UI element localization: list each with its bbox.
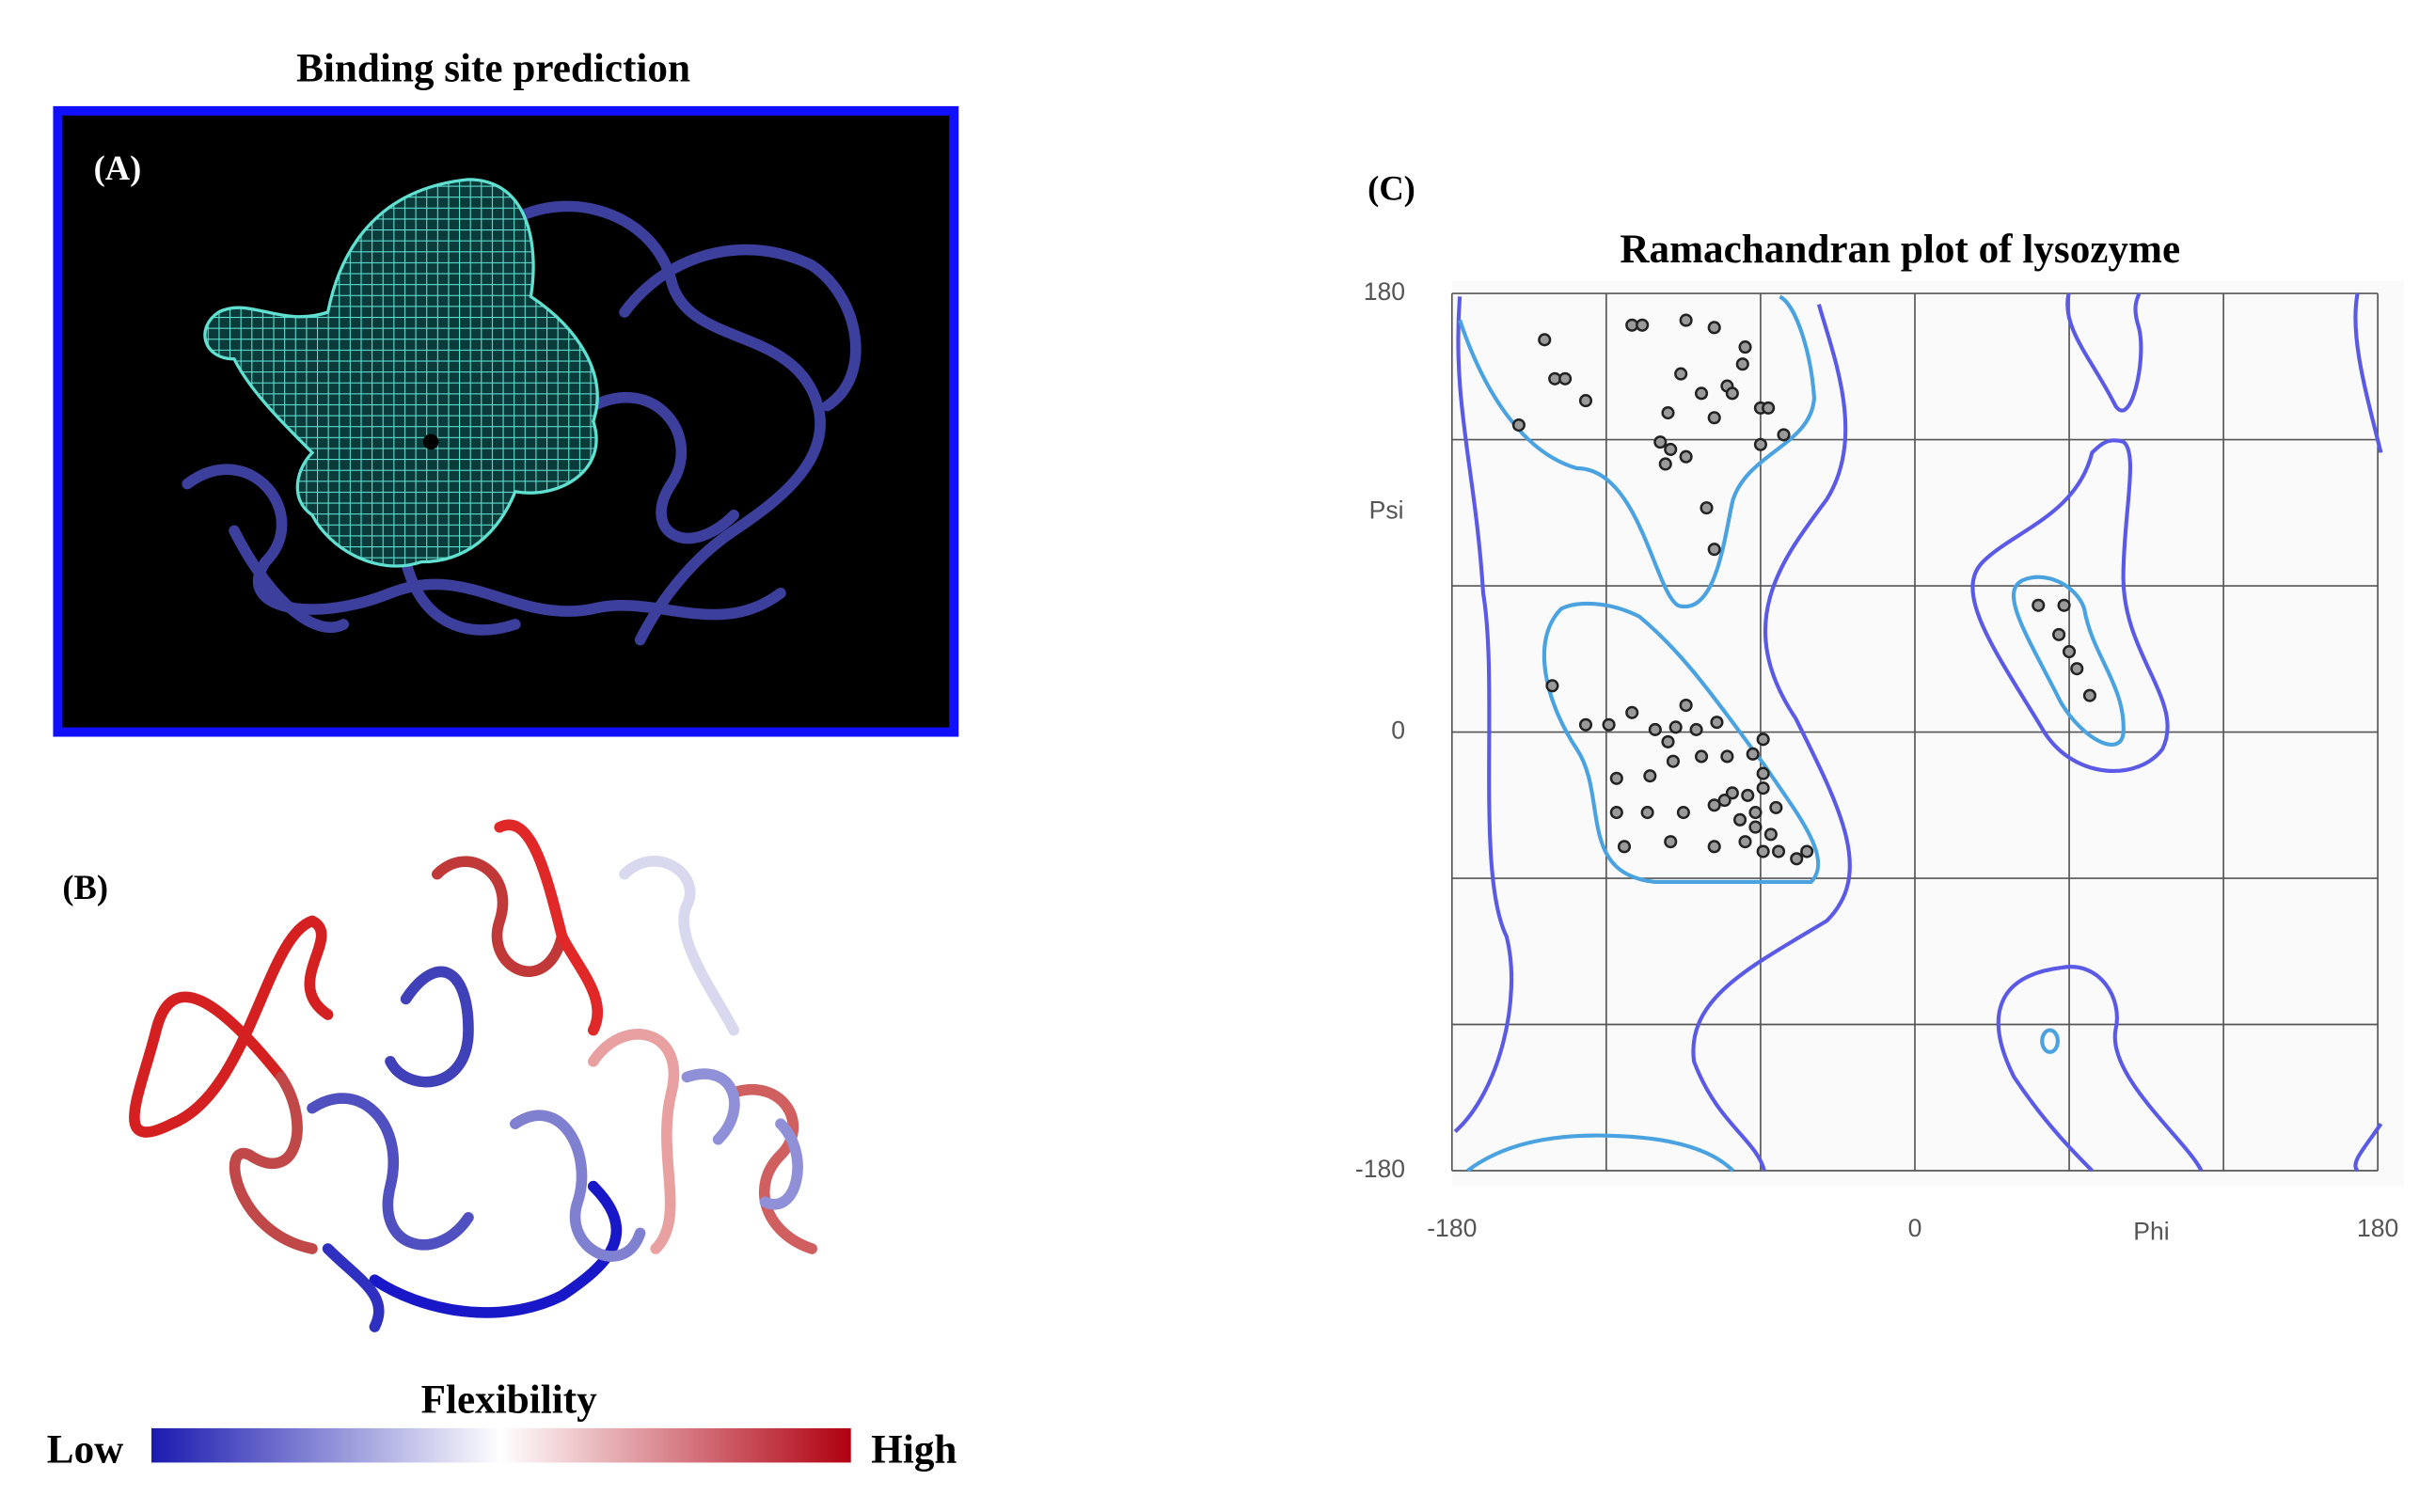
point	[1720, 749, 1734, 764]
point	[1756, 781, 1770, 795]
point	[1676, 806, 1690, 820]
point	[2062, 644, 2077, 659]
point	[1602, 717, 1616, 732]
point	[1746, 747, 1760, 761]
point	[1643, 769, 1657, 783]
binding-site-mesh	[203, 178, 599, 568]
flexibility-ribbons	[129, 819, 818, 1332]
colorbar-high: High	[871, 1427, 957, 1472]
point	[1710, 716, 1724, 730]
point	[1753, 437, 1767, 451]
contours	[1453, 292, 2383, 1173]
point	[1664, 835, 1678, 849]
point	[1668, 720, 1683, 734]
point	[1609, 806, 1623, 820]
point	[1625, 705, 1639, 719]
point	[1738, 835, 1752, 849]
point	[1748, 820, 1763, 834]
point	[1694, 386, 1709, 401]
point	[1748, 806, 1763, 820]
point	[2082, 688, 2096, 702]
colorbar	[151, 1427, 851, 1463]
point	[1762, 401, 1776, 415]
colorbar-title: Flexibility	[421, 1378, 597, 1422]
plot-background	[1451, 280, 2405, 1187]
point	[1617, 840, 1632, 854]
y-axis-label: Psi	[1369, 496, 1404, 524]
points	[1511, 313, 2096, 866]
point	[1578, 394, 1593, 408]
y-tick-label: 0	[1391, 717, 1405, 745]
point	[2032, 598, 2046, 612]
point	[1790, 852, 1804, 866]
point	[1738, 340, 1752, 354]
point	[1661, 734, 1675, 748]
point	[2057, 598, 2071, 612]
point	[1558, 371, 1573, 386]
point	[1694, 749, 1709, 764]
point	[1661, 406, 1675, 420]
point	[2052, 627, 2066, 641]
colorbar-low: Low	[47, 1427, 124, 1472]
point	[1725, 786, 1739, 800]
point	[1679, 698, 1693, 713]
point	[1679, 313, 1693, 327]
point	[1763, 827, 1778, 842]
point	[1578, 717, 1593, 732]
figure-content: Binding site prediction (A) (B) Flexibil…	[47, 46, 2405, 1472]
point	[1689, 722, 1703, 737]
x-tick-label: -180	[1427, 1214, 1477, 1242]
point	[1756, 766, 1770, 780]
point	[1769, 800, 1783, 814]
point	[1658, 457, 1672, 471]
point	[1666, 754, 1681, 768]
point	[1717, 794, 1731, 808]
point	[1674, 367, 1688, 381]
point	[1707, 543, 1721, 557]
point	[1756, 844, 1770, 858]
point	[1511, 417, 1526, 433]
point	[1772, 844, 1786, 858]
point	[1648, 722, 1662, 737]
point	[1609, 771, 1623, 785]
chart-title: Ramachandran plot of lysozyme	[1620, 228, 2180, 272]
point	[1707, 798, 1721, 812]
point	[1707, 321, 1721, 335]
panel-b-label: (B)	[62, 868, 108, 906]
point	[2070, 662, 2084, 676]
point	[1725, 386, 1739, 401]
point	[1679, 449, 1693, 464]
point	[1664, 442, 1678, 456]
x-axis-label: Phi	[2133, 1217, 2169, 1245]
panel-c-label: (C)	[1368, 168, 1415, 207]
point	[1636, 318, 1650, 332]
protein-ribbons	[182, 200, 862, 646]
panel-a-label: (A)	[94, 149, 142, 187]
panel-a-title: Binding site prediction	[296, 46, 690, 90]
point	[1700, 501, 1714, 515]
point	[1741, 788, 1755, 802]
point	[1707, 411, 1721, 425]
point	[1653, 435, 1668, 449]
point	[1538, 333, 1552, 347]
point	[1707, 840, 1721, 854]
point	[1735, 357, 1749, 371]
point	[1800, 844, 1814, 858]
y-tick-label: 180	[1364, 277, 1405, 306]
y-tick-label: -180	[1355, 1155, 1405, 1183]
x-tick-label: 180	[2357, 1214, 2398, 1242]
mesh-hole	[422, 433, 439, 450]
x-tick-label: 0	[1908, 1214, 1922, 1242]
point	[1732, 812, 1747, 827]
point	[1756, 732, 1770, 747]
grid	[1450, 292, 2380, 1172]
point	[1777, 428, 1791, 442]
point	[1640, 806, 1654, 820]
point	[1545, 679, 1559, 693]
